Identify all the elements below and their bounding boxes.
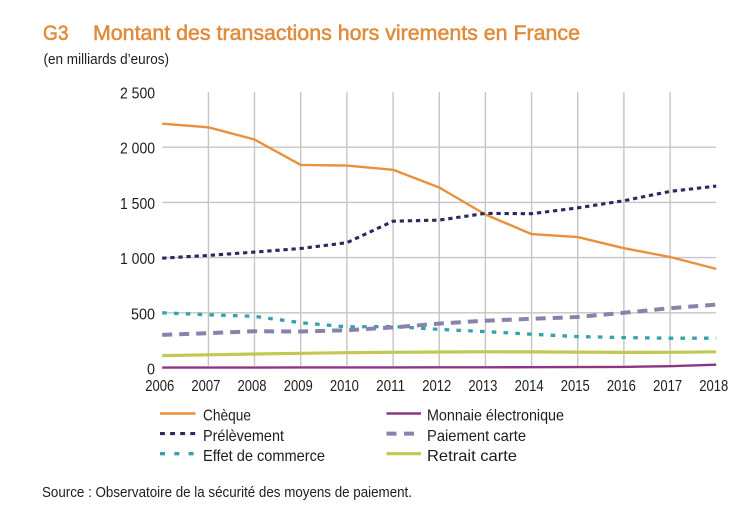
svg-text:1 500: 1 500 bbox=[120, 196, 155, 213]
svg-text:1 000: 1 000 bbox=[120, 251, 155, 268]
svg-text:2013: 2013 bbox=[468, 378, 497, 395]
svg-text:Chèque: Chèque bbox=[203, 408, 251, 425]
svg-text:2 500: 2 500 bbox=[120, 86, 155, 103]
svg-text:500: 500 bbox=[131, 306, 155, 323]
svg-text:0: 0 bbox=[147, 362, 155, 379]
svg-text:2011: 2011 bbox=[376, 378, 405, 395]
svg-text:2014: 2014 bbox=[515, 378, 544, 395]
svg-text:2010: 2010 bbox=[330, 378, 359, 395]
svg-text:2017: 2017 bbox=[653, 378, 682, 395]
svg-text:Effet de commerce: Effet de commerce bbox=[203, 448, 325, 465]
svg-text:2007: 2007 bbox=[191, 378, 220, 395]
svg-text:2008: 2008 bbox=[238, 378, 267, 395]
svg-text:2009: 2009 bbox=[284, 378, 313, 395]
svg-text:2015: 2015 bbox=[561, 378, 590, 395]
svg-text:2012: 2012 bbox=[422, 378, 451, 395]
svg-text:Monnaie électronique: Monnaie électronique bbox=[427, 408, 564, 425]
svg-text:Prélèvement: Prélèvement bbox=[203, 428, 284, 445]
svg-text:2016: 2016 bbox=[607, 378, 636, 395]
svg-text:(en milliards d’euros): (en milliards d’euros) bbox=[44, 52, 170, 68]
svg-text:Retrait carte: Retrait carte bbox=[427, 448, 517, 465]
svg-text:G3: G3 bbox=[43, 21, 69, 45]
svg-text:Montant des transactions hors: Montant des transactions hors virements … bbox=[93, 21, 580, 45]
svg-text:2006: 2006 bbox=[145, 378, 174, 395]
svg-text:2 000: 2 000 bbox=[120, 141, 155, 158]
svg-text:Source : Observatoire de la sé: Source : Observatoire de la sécurité des… bbox=[42, 485, 412, 501]
svg-text:Paiement carte: Paiement carte bbox=[427, 428, 526, 445]
svg-text:2018: 2018 bbox=[699, 378, 728, 395]
